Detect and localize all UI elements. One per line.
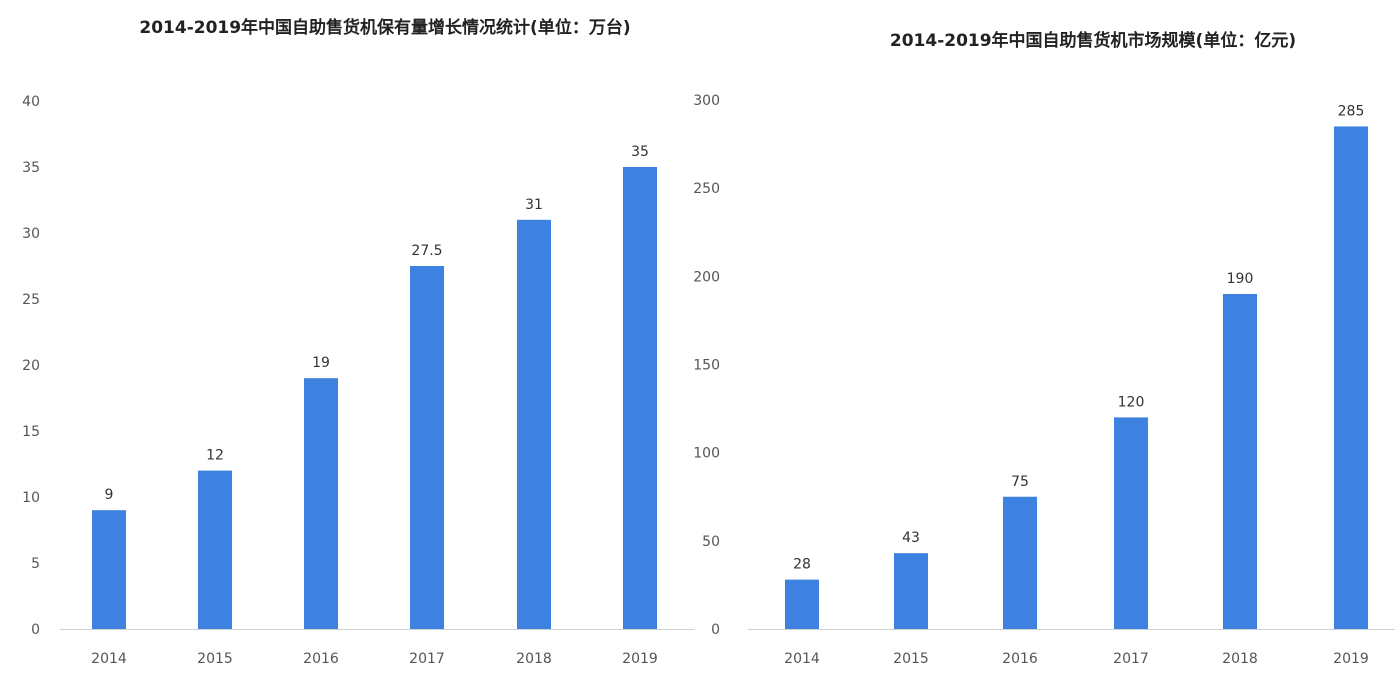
x-tick-label: 2017	[1113, 651, 1149, 667]
y-tick-label: 30	[22, 226, 40, 242]
x-tick-label: 2016	[303, 651, 339, 667]
y-tick-label: 10	[22, 490, 40, 506]
y-tick-label: 100	[693, 446, 720, 462]
data-label: 19	[312, 355, 330, 371]
data-label: 190	[1227, 271, 1254, 287]
y-tick-label: 250	[693, 181, 720, 197]
data-label: 28	[793, 557, 811, 573]
x-tick-label: 2014	[784, 651, 820, 667]
y-tick-label: 20	[22, 358, 40, 374]
bar-2017	[410, 266, 444, 629]
bar-2015	[894, 553, 928, 629]
data-label: 43	[902, 530, 920, 546]
bar-2019	[623, 167, 657, 629]
bar-2018	[517, 219, 551, 630]
x-tick-label: 2014	[91, 651, 127, 667]
bar-2015	[198, 470, 232, 629]
chart-2: 2014-2019年中国自助售货机市场规模(单位：亿元) 0 50 100 150 200…	[693, 30, 1395, 667]
x-tick-label: 2015	[197, 651, 233, 667]
bar-2016	[1003, 496, 1037, 629]
y-tick-label: 40	[22, 94, 40, 110]
bar-2019	[1334, 126, 1368, 629]
data-label: 285	[1338, 103, 1365, 119]
y-tick-label: 300	[693, 93, 720, 109]
x-tick-label: 2015	[893, 651, 929, 667]
y-tick-label: 25	[22, 292, 40, 308]
data-label: 31	[525, 197, 543, 213]
data-label: 120	[1118, 394, 1145, 410]
chart-title: 2014-2019年中国自助售货机市场规模(单位：亿元)	[890, 30, 1296, 51]
y-tick-label: 50	[702, 534, 720, 550]
chart-1: 2014-2019年中国自助售货机保有量增长情况统计(单位：万台) 0 5 10 15 2…	[22, 17, 695, 667]
y-tick-label: 35	[22, 160, 40, 176]
chart-title: 2014-2019年中国自助售货机保有量增长情况统计(单位：万台)	[139, 17, 630, 38]
y-tick-label: 15	[22, 424, 40, 440]
bar-2014	[92, 510, 126, 629]
data-label: 9	[105, 487, 114, 503]
x-tick-label: 2019	[1333, 651, 1369, 667]
y-tick-label: 150	[693, 358, 720, 374]
y-tick-label: 200	[693, 269, 720, 285]
x-tick-label: 2019	[622, 651, 658, 667]
data-label: 35	[631, 144, 649, 160]
y-tick-label: 0	[711, 622, 720, 638]
x-tick-label: 2018	[516, 651, 552, 667]
bar-2016	[304, 378, 338, 629]
x-tick-label: 2016	[1002, 651, 1038, 667]
data-label: 12	[206, 448, 224, 464]
bar-2017	[1114, 417, 1148, 629]
y-tick-label: 5	[31, 556, 40, 572]
data-label: 75	[1011, 474, 1029, 490]
data-label: 27.5	[411, 243, 442, 259]
x-tick-label: 2017	[409, 651, 445, 667]
y-tick-label: 0	[31, 622, 40, 638]
x-tick-label: 2018	[1222, 651, 1258, 667]
bar-2018	[1223, 293, 1257, 629]
bar-2014	[785, 579, 819, 629]
